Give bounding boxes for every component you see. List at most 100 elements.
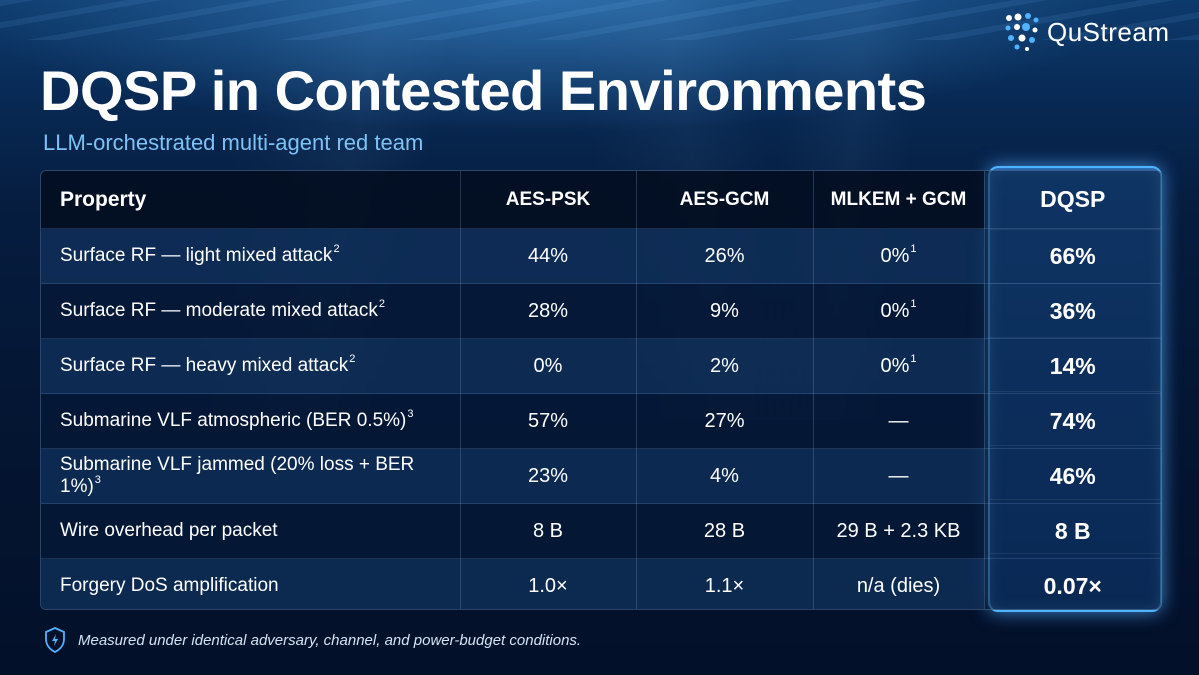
dqsp-cell-value: 74%: [1049, 407, 1096, 434]
mlkem-gcm-cell-value: —: [888, 409, 909, 432]
dqsp-cell: 66%: [984, 228, 1161, 284]
aes-gcm-cell: 2%: [636, 338, 814, 394]
aes-psk-cell-value: 1.0×: [528, 574, 568, 597]
table-row: Submarine VLF atmospheric (BER 0.5%)3 57%…: [41, 393, 1161, 449]
property-cell-value: Submarine VLF jammed (20% loss + BER 1%): [60, 454, 415, 497]
aes-psk-cell: 8 B: [460, 503, 637, 559]
property-cell: Submarine VLF atmospheric (BER 0.5%)3: [41, 393, 461, 449]
comparison-table-container: Property AES-PSK AES-GCM MLKEM + GCM DQS…: [40, 170, 1162, 610]
property-cell-value: Surface RF — moderate mixed attack: [60, 300, 378, 321]
aes-gcm-cell-value: 2%: [710, 354, 739, 377]
header-aes-gcm: AES-GCM: [636, 171, 814, 229]
header-mlkem-gcm: MLKEM + GCM: [813, 171, 985, 229]
property-cell-value: Surface RF — light mixed attack: [60, 245, 333, 266]
aes-gcm-cell-value: 28 B: [703, 519, 746, 542]
mlkem-gcm-cell: 29 B + 2.3 KB: [813, 503, 985, 559]
aes-psk-cell-value: 28%: [527, 299, 569, 322]
dqsp-cell-value: 36%: [1049, 297, 1096, 324]
mlkem-gcm-cell-value: 29 B + 2.3 KB: [836, 519, 961, 542]
footnote-marker: 2: [349, 353, 356, 365]
aes-gcm-cell-value: 9%: [710, 299, 739, 322]
aes-psk-cell-value: 44%: [527, 244, 569, 267]
page-title: DQSP in Contested Environments: [40, 59, 927, 122]
mlkem-gcm-cell: 0%1: [813, 338, 985, 394]
table-row: Surface RF — moderate mixed attack2 28% 9%…: [41, 283, 1161, 339]
aes-gcm-cell: 9%: [636, 283, 814, 339]
property-cell: Submarine VLF jammed (20% loss + BER 1%)…: [41, 448, 461, 504]
shield-icon: [45, 627, 65, 653]
property-cell-value: Submarine VLF atmospheric (BER 0.5%): [60, 410, 407, 431]
property-cell-value: Wire overhead per packet: [60, 520, 278, 541]
footnote-marker: 2: [333, 243, 340, 255]
aes-psk-cell: 57%: [460, 393, 637, 449]
aes-psk-cell: 1.0×: [460, 558, 637, 609]
mlkem-gcm-cell-value: n/a (dies): [856, 574, 941, 597]
dqsp-cell-value: 66%: [1049, 242, 1096, 269]
property-cell-value: Forgery DoS amplification: [60, 575, 279, 596]
property-cell: Forgery DoS amplification: [41, 558, 461, 609]
dqsp-cell-value: 0.07×: [1043, 572, 1102, 599]
table-row: Forgery DoS amplification 1.0× 1.1× n/a (di…: [41, 558, 1161, 609]
table-header-row: Property AES-PSK AES-GCM MLKEM + GCM DQS…: [41, 171, 1161, 229]
aes-psk-cell: 0%: [460, 338, 637, 394]
aes-gcm-cell: 1.1×: [636, 558, 814, 609]
aes-gcm-cell: 28 B: [636, 503, 814, 559]
property-cell-value: Surface RF — heavy mixed attack: [60, 355, 349, 376]
aes-gcm-cell-value: 1.1×: [704, 574, 745, 597]
footnote-marker: 1: [910, 297, 917, 310]
aes-gcm-cell: 4%: [636, 448, 814, 504]
aes-psk-cell-value: 23%: [527, 464, 569, 487]
mlkem-gcm-cell: 0%1: [813, 283, 985, 339]
water-surface: [0, 0, 1199, 40]
aes-psk-cell-value: 57%: [527, 409, 569, 432]
dqsp-cell: 46%: [984, 448, 1161, 504]
dqsp-cell-value: 46%: [1049, 462, 1096, 489]
mlkem-gcm-cell: 0%1: [813, 228, 985, 284]
table-row: Submarine VLF jammed (20% loss + BER 1%)…: [41, 448, 1161, 504]
footnote-marker: 2: [378, 298, 385, 310]
table-row: Wire overhead per packet 8 B 28 B 29 B + 2.…: [41, 503, 1161, 559]
mlkem-gcm-cell: —: [813, 393, 985, 449]
header-aes-psk: AES-PSK: [460, 171, 637, 229]
header-property: Property: [41, 171, 461, 229]
mlkem-gcm-cell-value: 0%: [880, 299, 910, 322]
footnote: Measured under identical adversary, chan…: [44, 627, 581, 653]
dqsp-cell: 0.07×: [984, 558, 1161, 609]
brand-name: QuStream: [1047, 16, 1170, 47]
footnote-marker: 1: [910, 242, 917, 255]
aes-psk-cell: 28%: [460, 283, 637, 339]
mlkem-gcm-cell: n/a (dies): [813, 558, 985, 609]
qustream-logo-icon: [1005, 13, 1039, 51]
mlkem-gcm-cell-value: 0%: [880, 244, 910, 267]
footnote-marker: 1: [910, 352, 917, 365]
aes-psk-cell-value: 0%: [533, 354, 563, 377]
aes-psk-cell-value: 8 B: [532, 519, 564, 542]
page-subtitle: LLM-orchestrated multi-agent red team: [43, 130, 424, 155]
aes-psk-cell: 44%: [460, 228, 637, 284]
aes-gcm-cell: 26%: [636, 228, 814, 284]
property-cell: Wire overhead per packet: [41, 503, 461, 559]
footnote-text: Measured under identical adversary, chan…: [78, 631, 582, 649]
dqsp-cell: 8 B: [984, 503, 1161, 559]
property-cell: Surface RF — light mixed attack2: [41, 228, 461, 284]
footnote-marker: 3: [94, 474, 101, 486]
dqsp-cell-value: 8 B: [1054, 517, 1091, 544]
dqsp-cell-value: 14%: [1049, 352, 1096, 379]
comparison-table: Property AES-PSK AES-GCM MLKEM + GCM DQS…: [41, 171, 1161, 609]
brand-logo: QuStream: [1003, 12, 1170, 52]
dqsp-cell: 74%: [984, 393, 1161, 449]
table-row: Surface RF — light mixed attack2 44% 26% 0%…: [41, 228, 1161, 284]
aes-gcm-cell: 27%: [636, 393, 814, 449]
aes-gcm-cell-value: 27%: [704, 409, 745, 432]
aes-gcm-cell-value: 4%: [710, 464, 739, 487]
aes-psk-cell: 23%: [460, 448, 637, 504]
property-cell: Surface RF — moderate mixed attack2: [41, 283, 461, 339]
aes-gcm-cell-value: 26%: [704, 244, 745, 267]
dqsp-cell: 36%: [984, 283, 1161, 339]
footnote-marker: 3: [407, 408, 414, 420]
property-cell: Surface RF — heavy mixed attack2: [41, 338, 461, 394]
mlkem-gcm-cell-value: 0%: [880, 354, 910, 377]
dqsp-cell: 14%: [984, 338, 1161, 394]
header-dqsp: DQSP: [984, 171, 1161, 229]
table-row: Surface RF — heavy mixed attack2 0% 2% 0%1 1…: [41, 338, 1161, 394]
